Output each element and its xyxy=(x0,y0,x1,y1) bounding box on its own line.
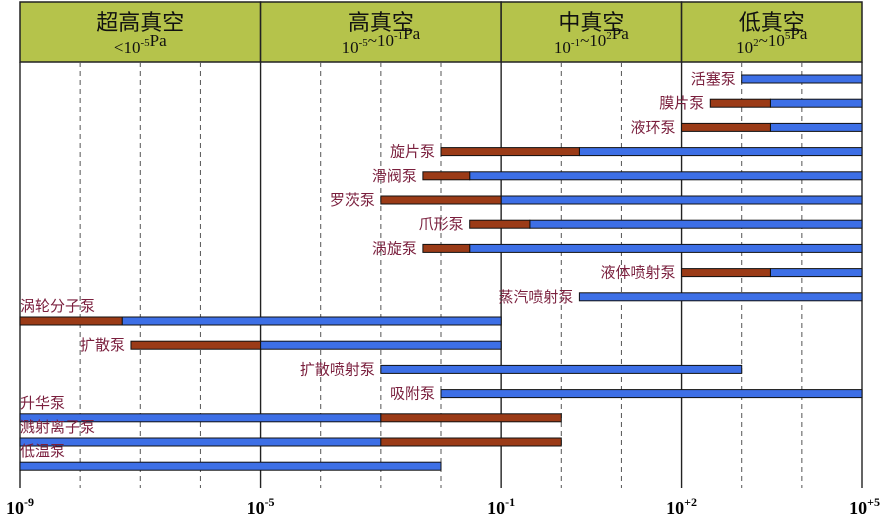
pump-label: 低温泵 xyxy=(20,442,65,460)
x-tick-label: 10-9 xyxy=(6,495,34,518)
x-tick-label: 10-5 xyxy=(247,495,275,518)
working-range-bar xyxy=(769,122,863,132)
working-range-bar xyxy=(469,171,863,181)
extended-range-bar xyxy=(681,122,771,132)
extended-range-bar xyxy=(469,219,531,229)
working-range-bar xyxy=(578,292,863,302)
region-cell xyxy=(680,1,863,63)
region-range: 102~105Pa xyxy=(736,24,808,57)
working-range-bar xyxy=(500,195,863,205)
pump-label: 溅射离子泵 xyxy=(20,418,95,436)
x-axis: 10-9 10-5 10-1 10+2 10+5 xyxy=(6,495,880,518)
pump-label: 扩散喷射泵 xyxy=(300,360,375,378)
working-range-bar xyxy=(260,340,502,350)
x-tick-label: 10+5 xyxy=(849,495,880,518)
region-range: 10-5~10-1Pa xyxy=(342,24,421,57)
working-range-bar xyxy=(469,243,863,253)
x-tick-label: 10+2 xyxy=(666,495,697,518)
extended-range-bar xyxy=(130,340,262,350)
pump-label: 液体喷射泵 xyxy=(601,264,676,282)
pump-label: 蒸汽喷射泵 xyxy=(498,288,573,306)
region-range: 10-1~102Pa xyxy=(554,24,629,57)
pump-label: 爪形泵 xyxy=(419,215,464,233)
working-range-bar xyxy=(578,147,863,157)
pump-label: 升华泵 xyxy=(20,394,65,412)
working-range-bar xyxy=(769,268,863,278)
extended-range-bar xyxy=(681,268,771,278)
pump-label: 吸附泵 xyxy=(390,385,435,403)
pump-label: 旋片泵 xyxy=(390,143,435,161)
working-range-bar xyxy=(741,74,863,84)
pump-label: 活塞泵 xyxy=(691,70,736,88)
region-cell xyxy=(259,1,502,63)
region-name: 中真空 xyxy=(558,11,624,36)
pump-label: 扩散泵 xyxy=(80,336,125,354)
extended-range-bar xyxy=(380,437,562,447)
pump-label: 涡旋泵 xyxy=(372,239,417,257)
pump-label: 涡轮分子泵 xyxy=(20,297,95,315)
working-range-bar xyxy=(440,389,863,399)
region-cell xyxy=(19,1,262,63)
pump-label: 液环泵 xyxy=(631,118,676,136)
extended-range-bar xyxy=(422,243,471,253)
region-name: 低真空 xyxy=(739,11,805,36)
working-range-bar xyxy=(769,98,863,108)
region-range: <10-5Pa xyxy=(114,31,167,57)
region-name: 高真空 xyxy=(348,11,414,36)
working-range-bar xyxy=(380,364,743,374)
working-range-bar xyxy=(19,461,442,471)
region-name: 超高真空 xyxy=(96,11,184,36)
extended-range-bar xyxy=(709,98,771,108)
working-range-bar xyxy=(121,316,502,326)
extended-range-bar xyxy=(380,195,502,205)
x-tick-label: 10-1 xyxy=(487,495,515,518)
working-range-bar xyxy=(529,219,863,229)
pump-label: 罗茨泵 xyxy=(330,191,375,209)
extended-range-bar xyxy=(422,171,471,181)
extended-range-bar xyxy=(380,413,562,423)
pump-label: 膜片泵 xyxy=(659,94,704,112)
extended-range-bar xyxy=(19,316,123,326)
pump-label: 滑阀泵 xyxy=(372,167,417,185)
working-range-bar xyxy=(19,437,382,447)
extended-range-bar xyxy=(440,147,580,157)
pump-bars: 活塞泵膜片泵液环泵旋片泵滑阀泵罗茨泵爪形泵涡旋泵液体喷射泵蒸汽喷射泵涡轮分子泵扩… xyxy=(19,70,863,471)
